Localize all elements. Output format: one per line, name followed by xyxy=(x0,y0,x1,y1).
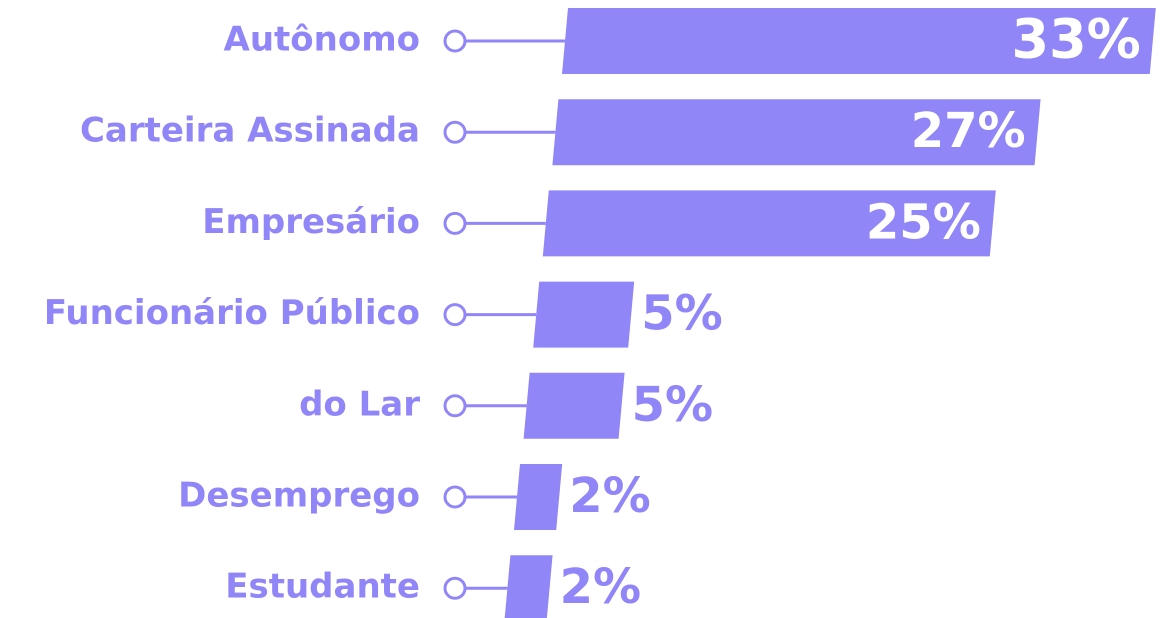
category-label: Desemprego xyxy=(178,476,420,516)
value-label: 25% xyxy=(866,194,981,250)
value-label: 2% xyxy=(560,559,642,615)
bar xyxy=(533,281,635,348)
connector-dot xyxy=(443,29,467,53)
value-label: 33% xyxy=(1012,8,1141,71)
bar xyxy=(542,190,996,257)
connector-dot xyxy=(443,303,467,327)
value-label: 5% xyxy=(641,286,723,342)
connector-dot xyxy=(443,485,467,509)
bar xyxy=(552,99,1041,166)
connector-dot xyxy=(443,576,467,600)
category-label: Funcionário Público xyxy=(44,293,420,333)
value-label: 5% xyxy=(632,377,714,433)
bar xyxy=(514,464,563,530)
value-label: 27% xyxy=(911,103,1026,159)
bar xyxy=(523,372,625,439)
value-label: 2% xyxy=(569,468,651,524)
category-label: Estudante xyxy=(225,567,420,607)
category-label: Autônomo xyxy=(224,20,420,60)
category-label: do Lar xyxy=(299,384,420,424)
connector-dot xyxy=(443,394,467,418)
category-label: Carteira Assinada xyxy=(80,111,420,151)
bar xyxy=(562,8,1156,74)
bar xyxy=(504,555,553,618)
connector-dot xyxy=(443,120,467,144)
connector-dot xyxy=(443,211,467,235)
category-label: Empresário xyxy=(202,202,420,242)
